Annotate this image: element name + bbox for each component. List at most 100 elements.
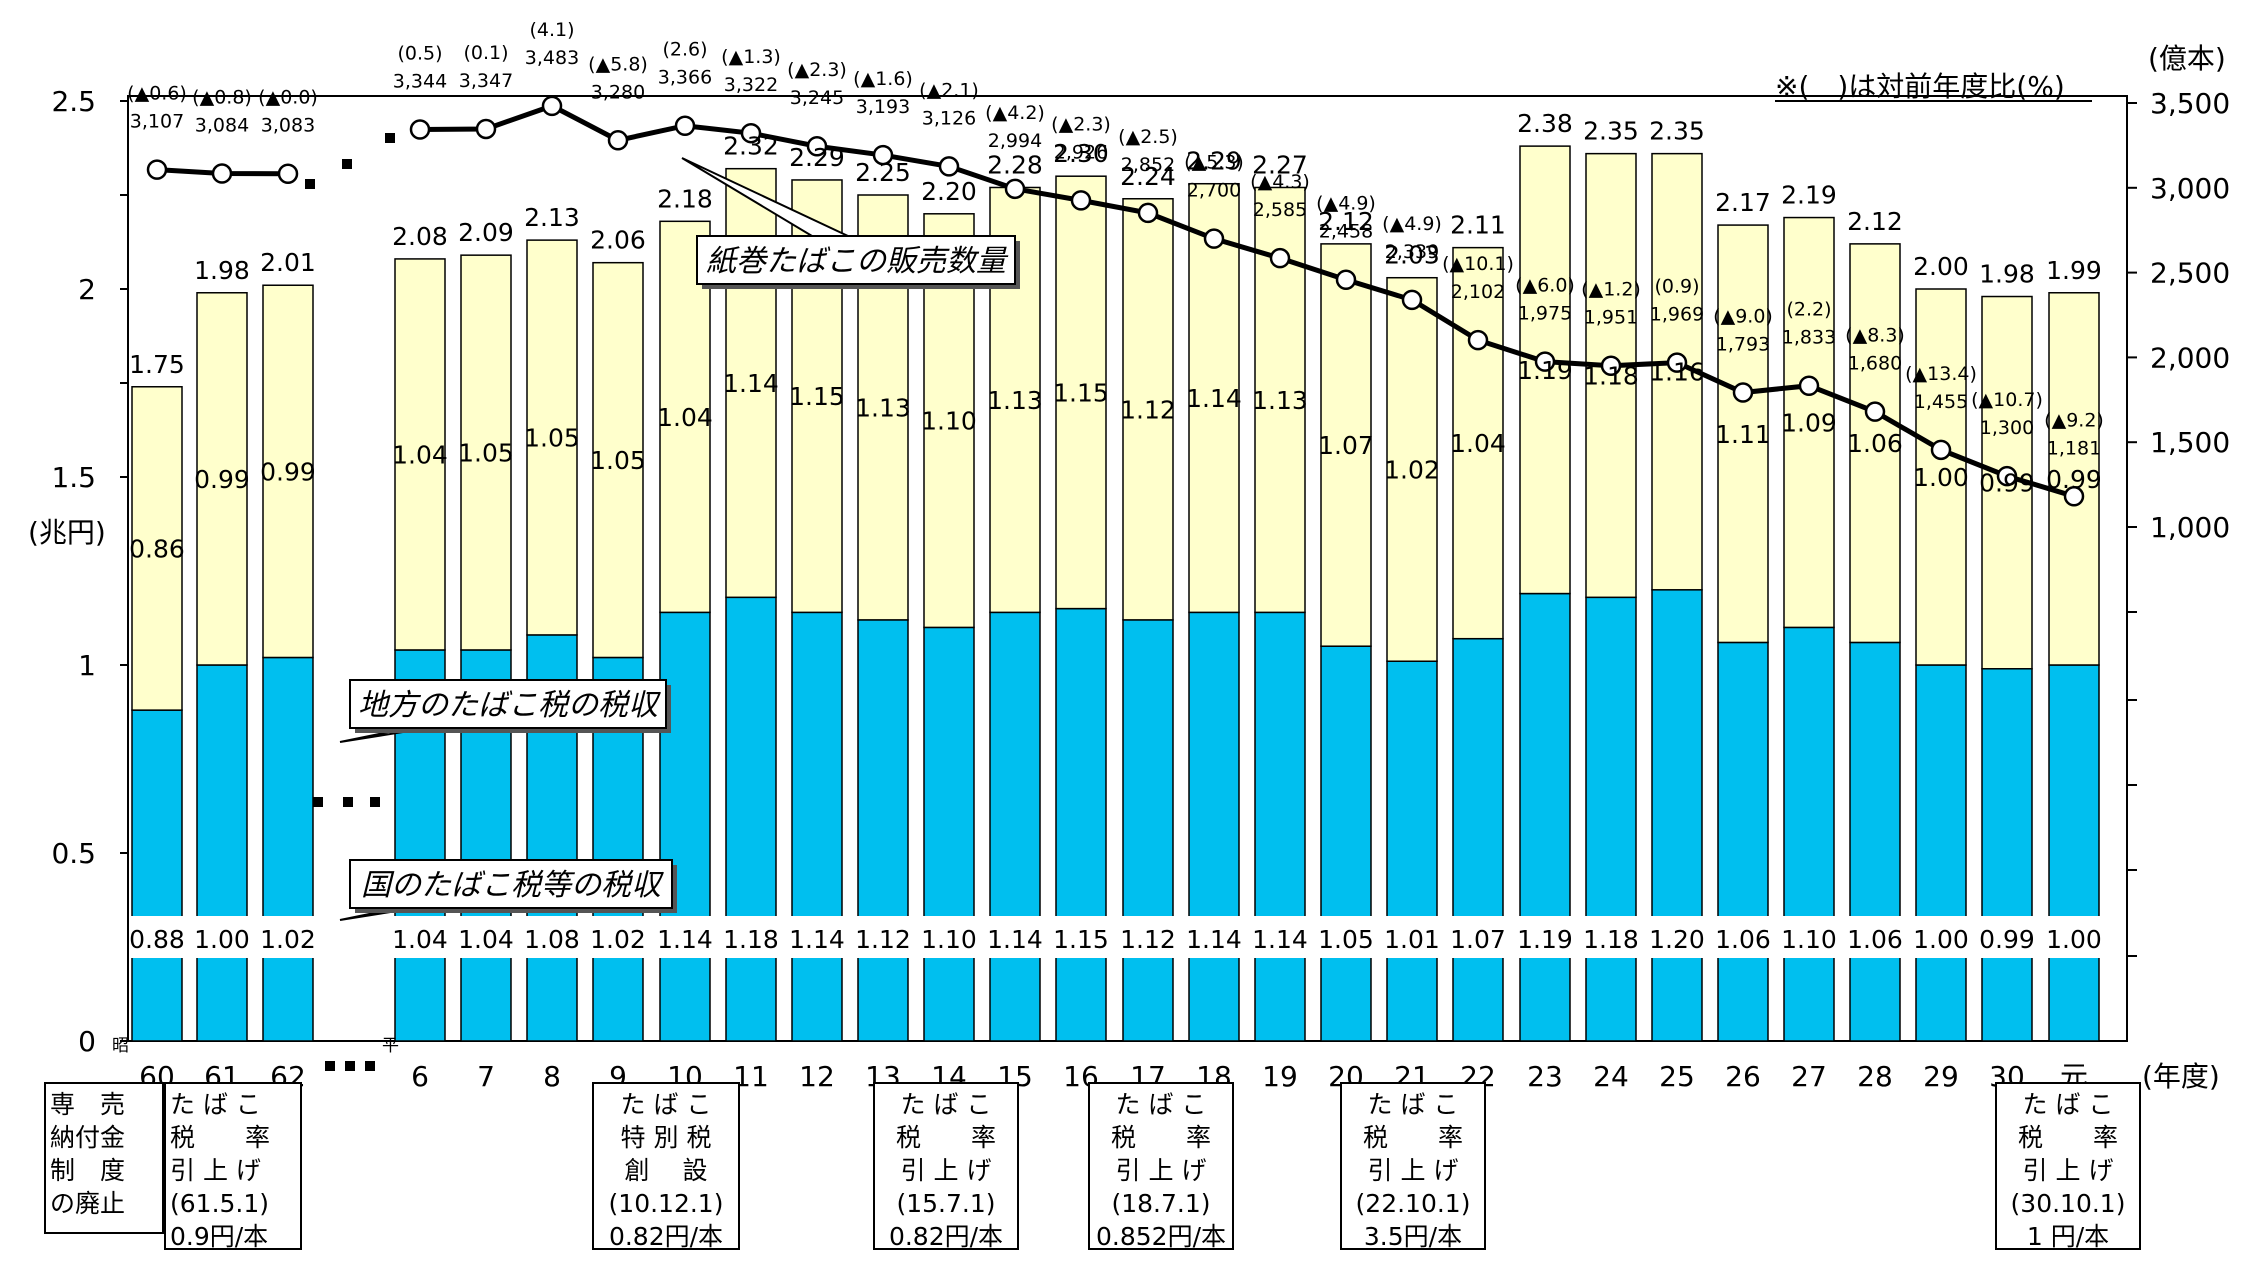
sales-yoy-label: (4.1) <box>529 19 574 41</box>
national-bar <box>1717 641 1769 1042</box>
local-value-label: 1.05 <box>458 439 514 468</box>
local-bar <box>1188 182 1240 614</box>
local-bar <box>592 261 644 659</box>
local-bar <box>131 386 183 711</box>
national-value-label: 1.19 <box>1517 925 1573 954</box>
national-bar <box>857 619 909 1042</box>
total-value-label: 2.27 <box>1252 150 1308 179</box>
national-value-label: 1.01 <box>1384 925 1440 954</box>
right-tick-label: 3,000 <box>2150 172 2230 205</box>
sales-point <box>1732 382 1754 403</box>
sales-yoy-label: (▲2.5) <box>1118 126 1178 148</box>
national-bar <box>1783 626 1835 1042</box>
total-value-label: 2.01 <box>260 248 316 277</box>
sales-point <box>409 119 431 140</box>
total-value-label: 2.29 <box>789 143 845 172</box>
sales-value-label: 1,300 <box>1980 417 2034 439</box>
event-box-tax-raise-h22: た ば こ 税 率 引 上 げ (22.10.1) 3.5円/本 <box>1340 1082 1486 1251</box>
sales-yoy-label: (▲0.0) <box>258 87 318 109</box>
total-value-label: 2.06 <box>590 226 646 255</box>
national-value-label: 1.08 <box>524 925 580 954</box>
gap-marker <box>325 1061 335 1071</box>
local-value-label: 0.99 <box>260 457 316 486</box>
sales-point <box>1137 202 1159 224</box>
local-bar <box>1320 243 1372 647</box>
national-value-label: 1.14 <box>789 925 845 954</box>
local-bar <box>2048 292 2100 666</box>
local-value-label: 0.86 <box>129 534 185 563</box>
sales-value-label: 3,344 <box>393 70 447 92</box>
national-value-label: 1.02 <box>260 925 316 954</box>
sales-value-label: 3,107 <box>130 111 184 133</box>
national-value-label: 1.20 <box>1649 925 1705 954</box>
right-tick-label: 2,500 <box>2150 257 2230 290</box>
total-value-label: 2.25 <box>855 158 911 187</box>
sales-yoy-label: (▲5.3) <box>1184 152 1244 174</box>
national-value-label: 1.04 <box>392 925 448 954</box>
callout-sales-volume-box <box>696 235 1016 285</box>
sales-value-label: 2,339 <box>1385 241 1439 263</box>
left-tick-label: 0.5 <box>51 837 96 870</box>
sales-value-label: 3,193 <box>856 96 910 118</box>
local-value-label: 0.99 <box>1979 469 2035 498</box>
event-box-tax-raise-s61: た ば こ 税 率 引 上 げ (61.5.1) 0.9円/本 <box>164 1082 302 1251</box>
sales-value-label: 3,483 <box>525 47 579 69</box>
sales-yoy-label: (▲2.3) <box>1051 113 1111 135</box>
total-value-label: 2.30 <box>1053 139 1109 168</box>
local-value-label: 1.19 <box>1517 356 1573 385</box>
total-value-label: 2.29 <box>1186 147 1242 176</box>
local-bar <box>1055 175 1107 610</box>
national-label-band <box>129 916 2126 958</box>
sales-point <box>1930 439 1952 461</box>
left-tick-label: 2 <box>78 273 96 306</box>
gap-marker <box>343 797 353 807</box>
national-bar <box>1585 596 1637 1042</box>
local-bar <box>1783 216 1835 629</box>
gap-marker <box>385 133 395 143</box>
total-value-label: 1.75 <box>129 350 185 379</box>
sales-yoy-label: (0.9) <box>1654 276 1699 298</box>
x-tick-label: 23 <box>1527 1060 1563 1093</box>
sales-value-label: 3,347 <box>459 70 513 92</box>
local-value-label: 1.04 <box>657 403 713 432</box>
sales-value-label: 3,245 <box>790 87 844 109</box>
local-value-label: 1.18 <box>1583 361 1639 390</box>
total-value-label: 2.12 <box>1847 207 1903 236</box>
national-value-label: 1.06 <box>1847 925 1903 954</box>
national-bar <box>1254 611 1306 1042</box>
national-bar <box>1849 641 1901 1042</box>
local-value-label: 0.99 <box>194 465 250 494</box>
national-bar <box>791 611 843 1042</box>
sales-yoy-label: (0.1) <box>463 42 508 64</box>
sales-point <box>1798 375 1820 396</box>
axes: 0 0.5 1 1.5 2 2.5 (兆円) 1,000 1,500 2,000 2,500 3,00… <box>28 42 2230 1093</box>
national-value-label: 1.14 <box>987 925 1043 954</box>
callout-local-tax: 地方のたばこ税の税収 <box>339 679 671 743</box>
sales-point <box>1203 228 1225 249</box>
gap-marker <box>342 159 352 169</box>
sales-point <box>211 163 233 184</box>
national-value-label: 1.12 <box>855 925 911 954</box>
sales-yoy-label: (0.5) <box>397 42 442 64</box>
national-value-label: 1.00 <box>1913 925 1969 954</box>
sales-yoy-label: (▲1.6) <box>853 68 913 90</box>
local-bar <box>1717 224 1769 644</box>
local-value-label: 1.04 <box>392 440 448 469</box>
national-bar <box>923 626 975 1042</box>
local-value-label: 1.00 <box>1913 463 1969 492</box>
total-value-label: 2.19 <box>1781 181 1837 210</box>
local-bar <box>526 239 578 636</box>
national-bar <box>1386 660 1438 1042</box>
sales-point <box>2063 486 2085 507</box>
sales-point <box>1600 355 1622 376</box>
bars <box>129 145 2126 1042</box>
national-bar <box>659 611 711 1042</box>
sales-point <box>475 118 497 140</box>
sales-value-label: 1,793 <box>1716 334 1770 356</box>
sales-value-label: 3,280 <box>591 81 645 103</box>
local-value-label: 1.13 <box>1252 386 1308 415</box>
sales-value-label: 1,969 <box>1650 304 1704 326</box>
sales-yoy-label: (▲1.2) <box>1581 279 1641 301</box>
event-box-special-tax-h10: た ば こ 特 別 税 創 設 (10.12.1) 0.82円/本 <box>592 1082 740 1251</box>
left-tick-label: 1 <box>78 649 96 682</box>
